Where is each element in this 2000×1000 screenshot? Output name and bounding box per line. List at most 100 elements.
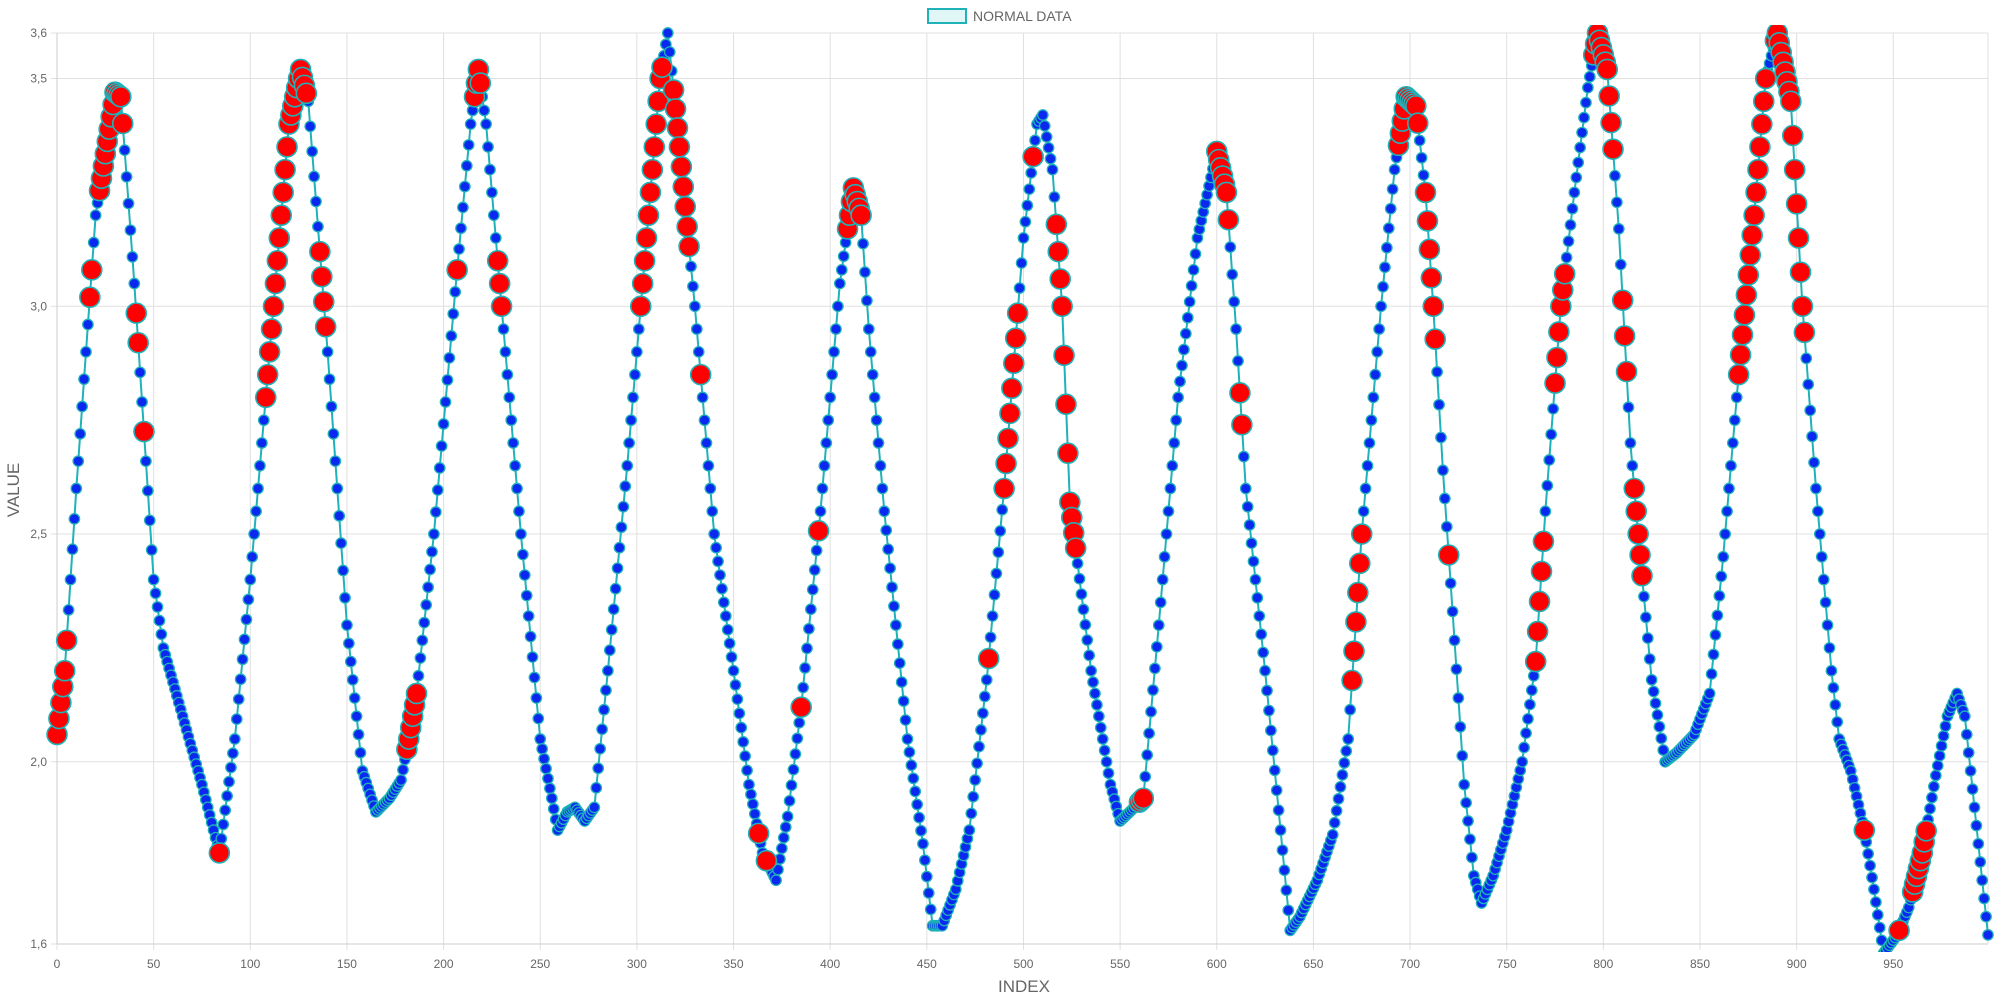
- data-point[interactable]: [594, 742, 607, 755]
- anomaly-point[interactable]: [486, 249, 509, 272]
- data-point[interactable]: [922, 887, 935, 899]
- data-point[interactable]: [1017, 232, 1030, 244]
- anomaly-point[interactable]: [651, 56, 673, 78]
- data-point[interactable]: [335, 537, 347, 550]
- data-point[interactable]: [828, 345, 840, 358]
- data-point[interactable]: [1564, 219, 1577, 231]
- data-point[interactable]: [341, 619, 353, 632]
- anomaly-point[interactable]: [1437, 544, 1460, 566]
- anomaly-point[interactable]: [469, 72, 492, 94]
- data-point[interactable]: [337, 564, 349, 577]
- data-point[interactable]: [1641, 632, 1654, 645]
- data-point[interactable]: [617, 500, 630, 513]
- data-point[interactable]: [832, 300, 844, 313]
- data-point[interactable]: [1274, 824, 1287, 836]
- data-point[interactable]: [68, 513, 81, 525]
- data-point[interactable]: [629, 368, 641, 381]
- data-point[interactable]: [1717, 550, 1730, 563]
- data-point[interactable]: [414, 652, 427, 664]
- anomaly-point[interactable]: [1754, 67, 1777, 90]
- anomaly-point[interactable]: [1528, 590, 1551, 613]
- data-point[interactable]: [1270, 784, 1283, 797]
- data-point[interactable]: [745, 788, 757, 801]
- data-point[interactable]: [963, 824, 976, 836]
- anomaly-point[interactable]: [1045, 213, 1068, 236]
- anomaly-point[interactable]: [635, 227, 658, 249]
- data-point[interactable]: [1239, 482, 1252, 495]
- data-point[interactable]: [1361, 459, 1374, 472]
- data-point[interactable]: [1723, 482, 1735, 495]
- anomaly-point[interactable]: [1526, 620, 1549, 643]
- data-point[interactable]: [1802, 378, 1815, 391]
- data-point[interactable]: [739, 750, 751, 762]
- data-point[interactable]: [882, 543, 895, 556]
- data-point[interactable]: [1806, 430, 1818, 443]
- anomaly-point[interactable]: [678, 235, 700, 258]
- data-point[interactable]: [729, 679, 742, 691]
- data-point[interactable]: [507, 437, 520, 449]
- data-point[interactable]: [718, 596, 730, 609]
- data-point[interactable]: [710, 541, 722, 554]
- anomaly-point[interactable]: [629, 295, 652, 318]
- data-point[interactable]: [530, 692, 543, 704]
- data-point[interactable]: [1522, 712, 1534, 725]
- anomaly-point[interactable]: [405, 682, 428, 705]
- anomaly-point[interactable]: [1544, 372, 1566, 394]
- data-point[interactable]: [1719, 528, 1731, 540]
- anomaly-point[interactable]: [1613, 325, 1636, 347]
- data-point[interactable]: [1446, 605, 1459, 618]
- data-point[interactable]: [1038, 120, 1051, 132]
- data-point[interactable]: [1937, 730, 1950, 742]
- anomaly-point[interactable]: [1350, 523, 1373, 545]
- data-point[interactable]: [433, 462, 446, 474]
- data-point[interactable]: [1583, 70, 1596, 83]
- data-point[interactable]: [1829, 699, 1842, 711]
- data-point[interactable]: [1087, 676, 1099, 688]
- data-point[interactable]: [120, 170, 133, 183]
- anomaly-point[interactable]: [312, 290, 335, 313]
- data-point[interactable]: [913, 811, 925, 824]
- data-point[interactable]: [89, 209, 102, 222]
- data-point[interactable]: [516, 548, 529, 561]
- data-point[interactable]: [1071, 557, 1084, 570]
- data-point[interactable]: [1029, 134, 1041, 147]
- data-point[interactable]: [700, 437, 713, 449]
- data-point[interactable]: [1823, 642, 1836, 654]
- data-point[interactable]: [590, 781, 603, 794]
- data-point[interactable]: [830, 323, 842, 335]
- data-point[interactable]: [1964, 765, 1977, 777]
- data-point[interactable]: [1572, 156, 1585, 169]
- anomaly-point[interactable]: [1047, 240, 1070, 263]
- data-point[interactable]: [890, 619, 902, 632]
- data-point[interactable]: [816, 482, 829, 495]
- data-point[interactable]: [424, 563, 436, 576]
- data-point[interactable]: [613, 541, 626, 554]
- data-point[interactable]: [1332, 792, 1345, 805]
- data-point[interactable]: [741, 764, 753, 777]
- data-point[interactable]: [903, 746, 916, 758]
- data-point[interactable]: [1019, 215, 1032, 228]
- data-point[interactable]: [793, 716, 806, 729]
- data-point[interactable]: [607, 603, 620, 616]
- data-point[interactable]: [920, 870, 933, 883]
- data-point[interactable]: [625, 414, 637, 427]
- anomaly-point[interactable]: [1548, 321, 1570, 343]
- data-point[interactable]: [1013, 282, 1026, 294]
- data-point[interactable]: [540, 762, 552, 775]
- data-point[interactable]: [511, 482, 523, 495]
- data-point[interactable]: [339, 591, 351, 604]
- anomaly-point[interactable]: [254, 386, 277, 409]
- data-point[interactable]: [1365, 414, 1378, 427]
- anomaly-point[interactable]: [1064, 537, 1087, 559]
- data-point[interactable]: [826, 368, 838, 381]
- data-point[interactable]: [344, 655, 357, 668]
- data-point[interactable]: [1974, 856, 1987, 868]
- anomaly-point[interactable]: [1231, 413, 1253, 436]
- data-point[interactable]: [886, 581, 898, 594]
- data-point[interactable]: [1707, 648, 1720, 661]
- anomaly-point[interactable]: [1049, 268, 1071, 290]
- data-point[interactable]: [254, 459, 266, 472]
- anomaly-point[interactable]: [790, 696, 812, 718]
- data-point[interactable]: [1435, 431, 1447, 444]
- data-point[interactable]: [1160, 528, 1173, 540]
